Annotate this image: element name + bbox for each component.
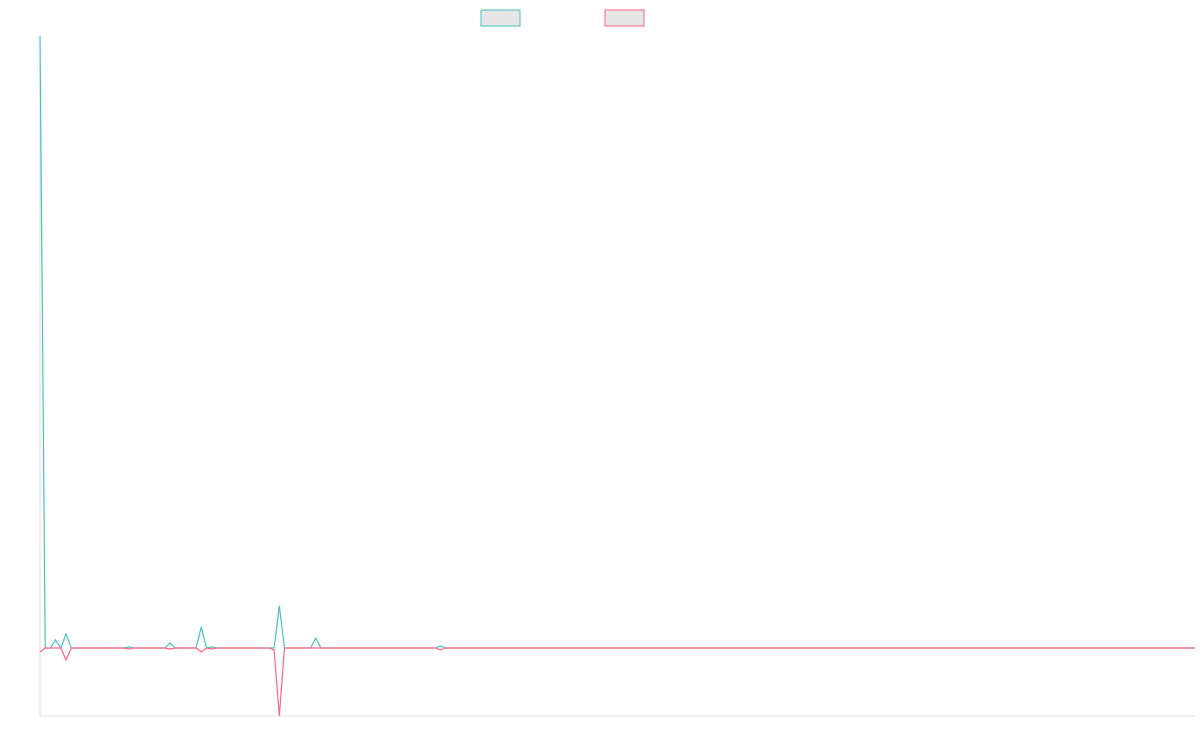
series-line xyxy=(39,35,1195,650)
legend-swatch[interactable] xyxy=(480,9,521,27)
series-line xyxy=(39,647,1195,717)
legend-swatch[interactable] xyxy=(604,9,645,27)
